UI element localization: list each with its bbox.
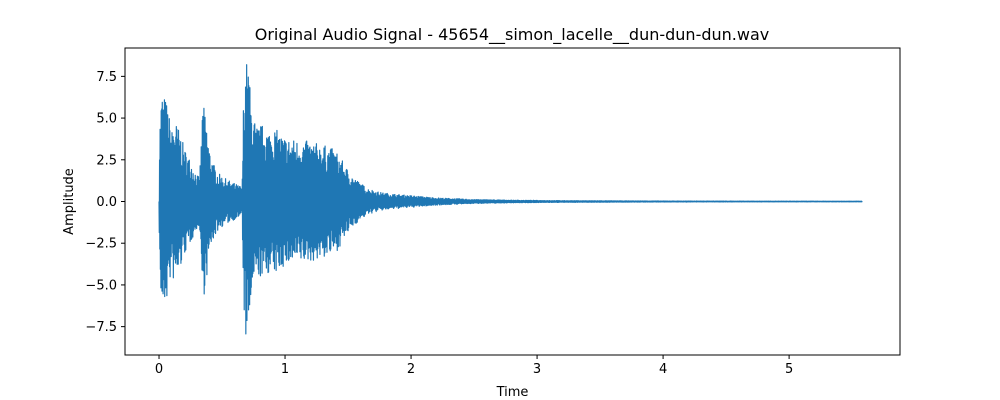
x-tick-label: 1 (281, 362, 289, 377)
y-tick-label: 7.5 (96, 70, 117, 85)
x-tick-label: 5 (785, 362, 793, 377)
y-tick-label: −7.5 (85, 320, 117, 335)
y-tick-label: −2.5 (85, 237, 117, 252)
y-tick-label: 2.5 (96, 153, 117, 168)
x-tick-label: 4 (659, 362, 667, 377)
plot-area (158, 64, 863, 335)
x-tick-label: 0 (155, 362, 163, 377)
y-tick-label: −5.0 (85, 278, 117, 293)
x-tick-label: 3 (533, 362, 541, 377)
x-axis: 0 1 2 3 4 5 (155, 355, 793, 377)
y-tick-label: 5.0 (96, 112, 117, 127)
y-tick-label: 0.0 (96, 195, 117, 210)
plot-frame (124, 47, 901, 356)
audio-waveform-line (158, 64, 863, 335)
y-axis-label: Amplitude (62, 168, 77, 235)
x-axis-label: Time (496, 385, 529, 400)
y-axis: −7.5 −5.0 −2.5 0.0 2.5 5.0 7.5 (85, 70, 125, 335)
x-tick-label: 2 (407, 362, 415, 377)
chart-title: Original Audio Signal - 45654__simon_lac… (255, 25, 769, 45)
